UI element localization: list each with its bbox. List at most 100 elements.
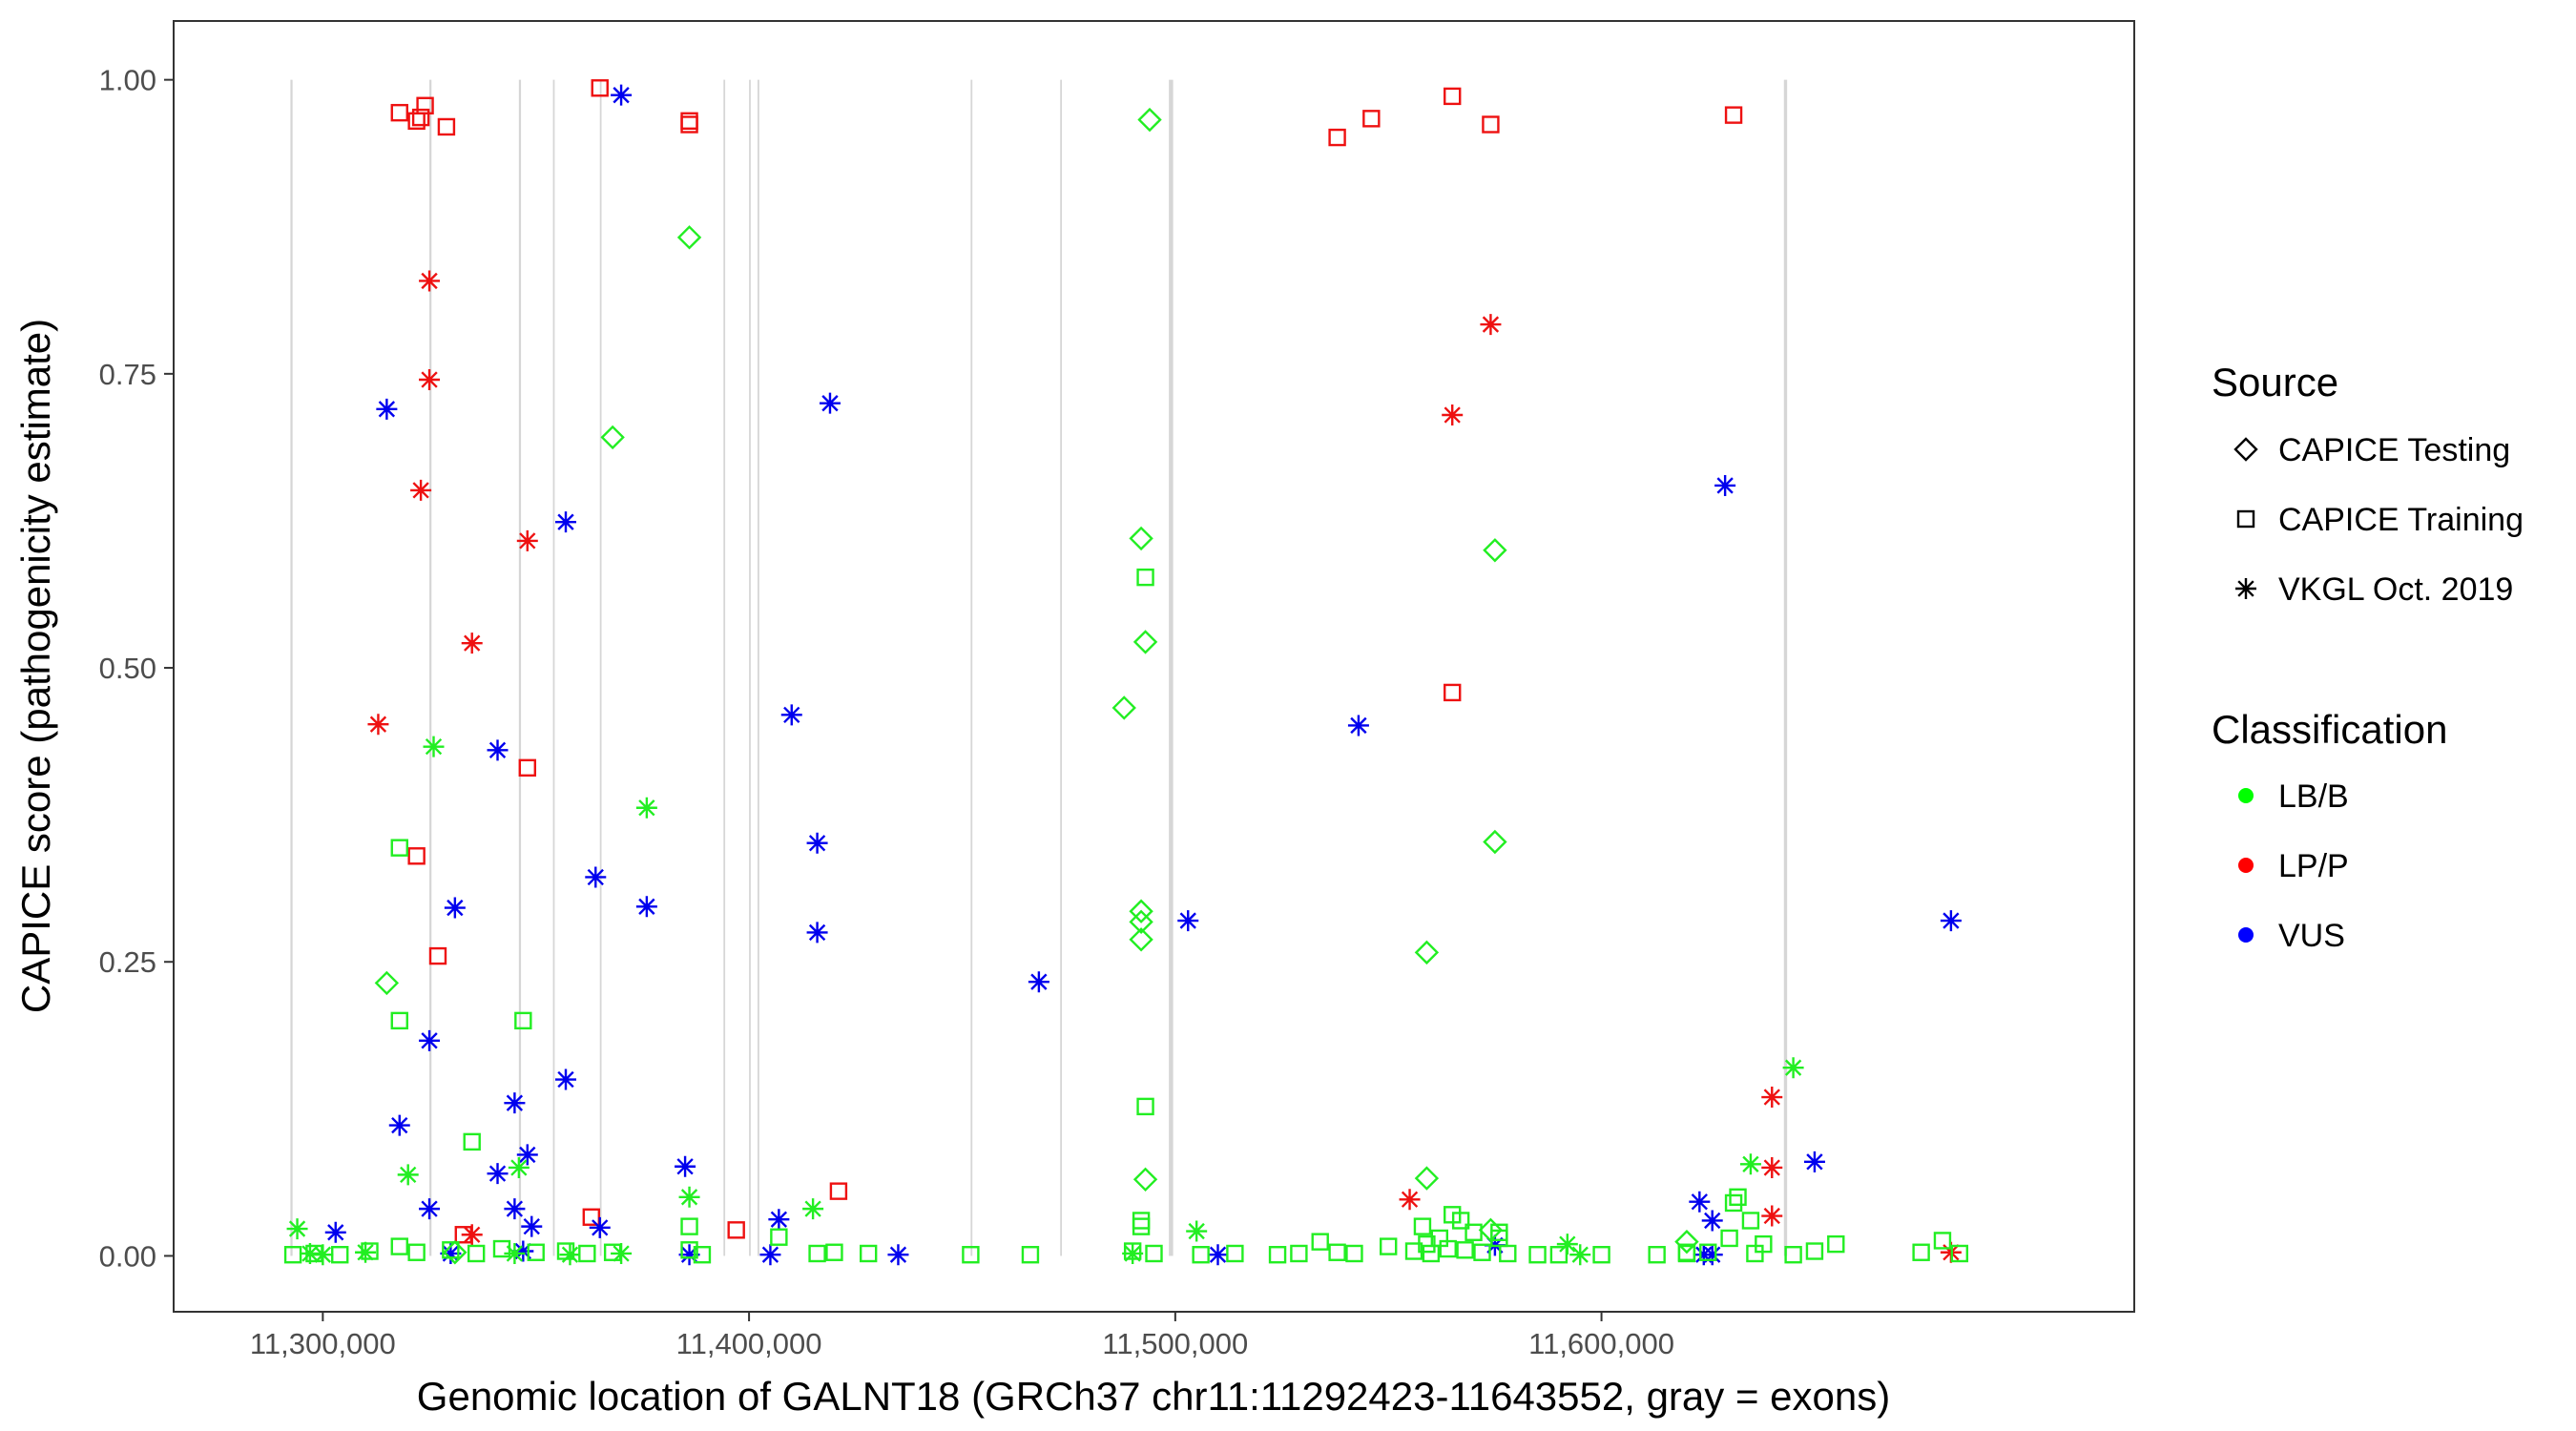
data-point [407,1243,426,1261]
data-point [680,115,698,134]
data-point [1444,87,1462,106]
data-point [388,1114,410,1136]
data-point [1805,1242,1824,1260]
data-point [518,758,536,778]
data-point [283,1246,302,1264]
data-point [1950,1244,1969,1263]
data-point [759,1244,781,1266]
exon-line [1783,79,1788,1256]
data-point [1136,1097,1154,1116]
data-point [1761,1156,1783,1178]
data-point [578,1244,596,1263]
data-point [1123,1242,1142,1260]
data-point [555,511,576,533]
data-point [419,369,441,391]
data-point [443,1240,467,1265]
data-point [1021,1246,1040,1264]
data-point [770,1228,788,1246]
data-point [1192,1246,1210,1264]
data-point [1028,971,1049,993]
data-point [286,1218,308,1240]
data-point [1761,1087,1783,1109]
data-point [1482,115,1500,134]
data-point [1556,1234,1578,1255]
data-point [1827,1234,1845,1254]
data-point [1480,314,1502,336]
data-point [1132,630,1158,654]
data-point [1129,909,1153,935]
data-point [1404,1242,1423,1260]
y-tick-label: 1.00 [99,64,156,97]
data-point [419,1198,441,1220]
data-point [1129,927,1153,952]
data-point [1499,1244,1517,1263]
x-tick-label: 11,600,000 [1528,1327,1674,1360]
data-point [1311,1233,1329,1251]
data-point [324,1221,346,1243]
data-point [411,108,430,127]
data-point [635,896,657,918]
panel-border [173,20,2135,1313]
legend-key-square [2236,509,2255,529]
data-point [556,1242,575,1260]
data-point [461,633,483,654]
data-point [444,897,466,919]
legend-class-items: LB/B LP/P VUS [2238,778,2349,954]
data-point [1720,1229,1738,1248]
data-point [555,1068,576,1090]
data-point [419,1029,441,1051]
data-point [1803,1151,1825,1172]
exon-line [723,79,726,1256]
data-point [635,797,657,819]
data-point [1137,107,1162,133]
data-point [1347,715,1369,736]
data-point [407,847,426,865]
data-point [423,736,445,757]
data-point [1186,1220,1208,1242]
data-point [487,739,509,761]
data-point [603,1243,622,1261]
data-point [1784,1246,1802,1264]
data-point [780,704,802,726]
legend: Source CAPICE Testing CAPICE Training VKGL… [2212,360,2524,954]
legend-key-diamond [2233,437,2258,462]
exon-line [518,79,522,1256]
exon-line [290,79,293,1256]
exon-line [749,79,751,1256]
data-point [367,714,389,736]
data-point [390,839,408,857]
data-point [1132,1167,1158,1192]
legend-class-label: LP/P [2278,848,2349,884]
data-point [390,1011,408,1030]
legend-source-title: Source [2212,360,2338,404]
data-point [1761,1205,1783,1227]
legend-classification-title: Classification [2212,707,2447,752]
data-point [504,1092,526,1114]
data-point [1592,1246,1610,1264]
data-point [440,1242,462,1264]
exon-line [1169,79,1174,1256]
data-point [1729,1188,1747,1207]
data-point [768,1209,790,1231]
legend-source-items: CAPICE Testing CAPICE Training VKGL Oct. 2… [2233,432,2524,608]
data-point [1724,106,1743,124]
x-axis-title: Genomic location of GALNT18 (GRCh37 chr1… [417,1374,1890,1419]
y-axis-title: CAPICE score (pathogenicity estimate) [13,319,58,1013]
data-point [1414,1166,1440,1191]
y-tick-label: 0.25 [99,945,156,979]
legend-key-dot [2238,788,2254,803]
data-point [467,1244,486,1263]
data-point [1444,683,1462,702]
data-point [675,1155,696,1177]
data-point [1129,526,1153,551]
data-points [283,79,1969,1266]
data-point [428,946,447,965]
data-point [1207,1244,1229,1266]
data-point [512,1240,534,1262]
data-point [514,1011,532,1030]
data-point [819,392,841,414]
data-point [1714,474,1736,496]
data-point [1111,695,1136,720]
data-point [678,1244,700,1266]
exon-lines [290,79,1788,1256]
